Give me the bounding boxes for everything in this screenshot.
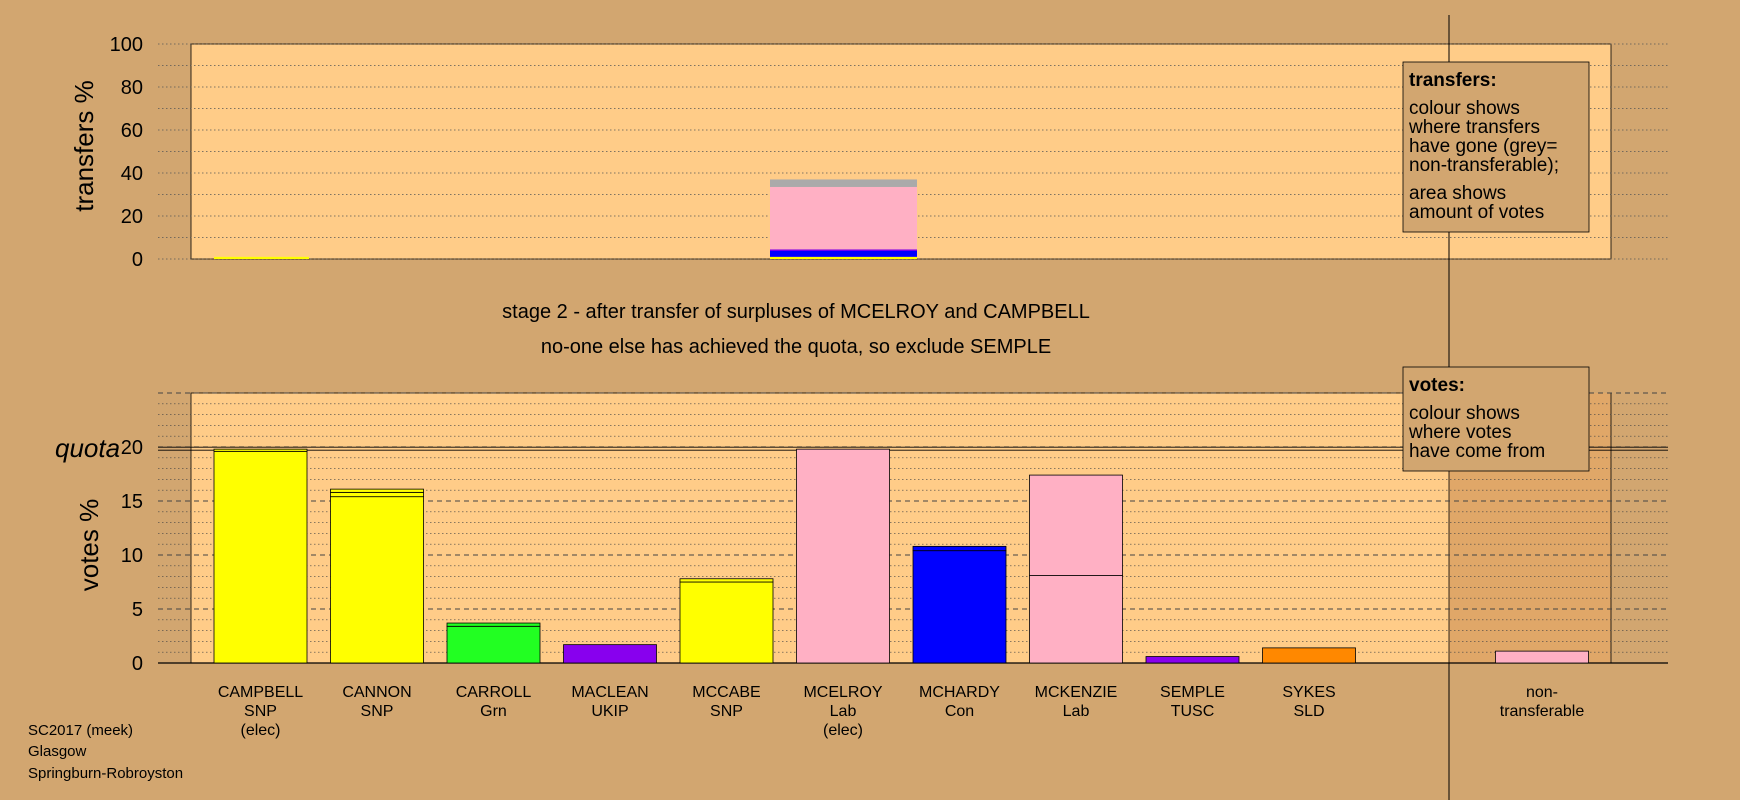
votes-y-tick-label: 15 — [121, 491, 143, 513]
candidate-label: SLD — [1293, 703, 1324, 720]
candidate-label: Grn — [480, 703, 507, 720]
candidate-label: UKIP — [591, 703, 628, 720]
candidate-label: Con — [945, 703, 974, 720]
transfer-segment-snp — [214, 256, 309, 259]
vote-bar-segment — [563, 644, 657, 664]
candidate-label: (elec) — [823, 722, 863, 739]
transfers-legend-line-4: non-transferable); — [1409, 155, 1559, 176]
transfers-bars — [214, 179, 917, 259]
stage-caption-line-1: stage 2 - after transfer of surpluses of… — [502, 301, 1090, 323]
vote-bar-segment — [213, 448, 308, 452]
vote-bar-segment — [446, 625, 541, 664]
transfers-y-tick-label: 0 — [132, 249, 143, 271]
transfers-y-tick-label: 60 — [121, 120, 143, 142]
votes-y-tick-label: 20 — [121, 437, 143, 459]
candidate-label: non- — [1526, 684, 1558, 701]
transfers-legend-line-6: amount of votes — [1409, 202, 1544, 223]
transfers-legend-line-1: colour shows — [1409, 98, 1520, 119]
vote-bar-segment — [796, 448, 890, 664]
candidate-label: CANNON — [342, 684, 411, 701]
candidate-label: MACLEAN — [571, 684, 648, 701]
candidate-label: MCKENZIE — [1035, 684, 1118, 701]
vote-bar-segment — [912, 550, 1007, 664]
candidate-label: SNP — [710, 703, 743, 720]
vote-bar-segment — [330, 488, 424, 493]
candidate-label: (elec) — [240, 722, 280, 739]
votes-y-ticks: 0 5 10 15 20 — [121, 437, 143, 675]
transfer-segment-ukip — [770, 249, 917, 251]
transfers-legend-heading: transfers: — [1409, 70, 1497, 91]
stage-caption-line-2: no-one else has achieved the quota, so e… — [541, 336, 1051, 358]
transfers-y-tick-label: 20 — [121, 206, 143, 228]
candidate-labels: CAMPBELL SNP (elec) CANNON SNP CARROLL Grn MACL… — [218, 684, 1585, 739]
vote-bar-segment — [1029, 575, 1123, 664]
transfers-y-ticks: 0 20 40 60 80 100 — [110, 34, 143, 271]
votes-axis-title: votes % — [74, 499, 104, 592]
transfer-segment-con — [770, 250, 917, 257]
transfers-axis-title: transfers % — [69, 80, 99, 212]
footer-line-3: Springburn-Robroyston — [28, 765, 183, 782]
transfers-y-tick-label: 100 — [110, 34, 143, 56]
transfers-y-tick-label: 80 — [121, 77, 143, 99]
transfers-legend-line-3: have gone (grey= — [1409, 136, 1557, 157]
candidate-label: SEMPLE — [1160, 684, 1225, 701]
votes-y-tick-label: 5 — [132, 599, 143, 621]
vote-bar-segment — [330, 496, 424, 664]
candidate-label: CARROLL — [456, 684, 532, 701]
transfers-panel: 0 20 40 60 80 100 transfers % — [69, 34, 1668, 271]
transfer-segment-non_transferable — [770, 179, 917, 187]
vote-bar-segment — [912, 545, 1007, 552]
candidate-label: SNP — [244, 703, 277, 720]
votes-legend-line-3: have come from — [1409, 441, 1545, 462]
transfers-legend-line-5: area shows — [1409, 183, 1506, 204]
vote-bar-segment — [679, 581, 774, 664]
vote-bar-segment — [679, 578, 774, 583]
candidate-label: MCHARDY — [919, 684, 1000, 701]
vote-bar-segment — [330, 491, 424, 498]
candidate-label: Lab — [830, 703, 857, 720]
vote-bar-segment — [1495, 650, 1589, 664]
candidate-label: MCELROY — [803, 684, 882, 701]
transfers-legend-line-2: where transfers — [1408, 117, 1540, 138]
transfer-segment-lab — [770, 186, 917, 250]
footer-line-2: Glasgow — [28, 743, 87, 760]
footer-line-1: SC2017 (meek) — [28, 722, 133, 739]
transfers-y-tick-label: 40 — [121, 163, 143, 185]
votes-legend-box — [1402, 366, 1590, 472]
candidate-label: SYKES — [1282, 684, 1335, 701]
vote-bar-segment — [1029, 474, 1123, 576]
candidate-label: TUSC — [1171, 703, 1215, 720]
quota-label: quota — [55, 433, 120, 463]
votes-y-tick-label: 0 — [132, 653, 143, 675]
vote-bar-segment — [446, 622, 541, 627]
votes-y-tick-label: 10 — [121, 545, 143, 567]
candidate-label: SNP — [361, 703, 394, 720]
vote-bar-segment — [1262, 647, 1356, 664]
transfers-legend-box — [1402, 61, 1590, 233]
votes-bars — [213, 448, 1589, 664]
candidate-label: Lab — [1063, 703, 1090, 720]
votes-legend-heading: votes: — [1409, 375, 1465, 396]
votes-legend-line-2: where votes — [1408, 422, 1511, 443]
vote-bar-segment — [1145, 656, 1240, 664]
votes-legend-line-1: colour shows — [1409, 403, 1520, 424]
transfers-legend: transfers: colour shows where transfers … — [1402, 61, 1590, 233]
transfer-segment-snp — [770, 256, 917, 259]
candidate-label: CAMPBELL — [218, 684, 303, 701]
vote-bar-segment — [213, 450, 308, 664]
candidate-label: transferable — [1500, 703, 1585, 720]
votes-legend: votes: colour shows where votes have com… — [1402, 366, 1590, 472]
candidate-label: MCCABE — [692, 684, 760, 701]
